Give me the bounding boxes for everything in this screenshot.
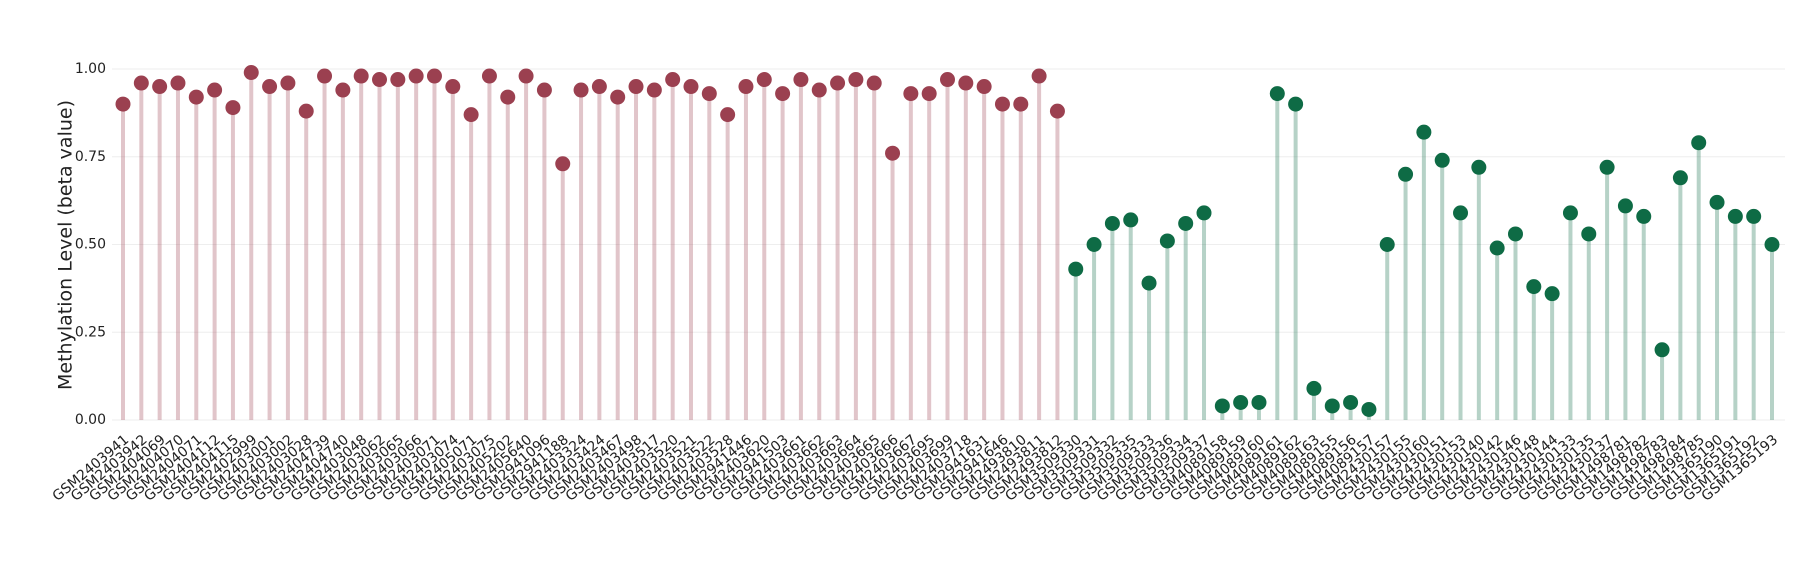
dot — [885, 145, 901, 161]
dot — [1672, 170, 1688, 186]
dot — [848, 72, 864, 88]
dot — [1691, 135, 1707, 151]
dot — [1526, 279, 1542, 295]
y-tick-label: 0.00 — [75, 412, 106, 428]
dot — [1562, 205, 1578, 221]
dot — [683, 79, 699, 95]
dot — [500, 89, 516, 105]
dot — [720, 107, 736, 123]
dot — [738, 79, 754, 95]
dot — [1068, 261, 1084, 277]
dot — [207, 82, 223, 98]
dot — [555, 156, 571, 172]
dot — [775, 86, 791, 102]
dot — [1599, 159, 1615, 175]
dot — [1214, 398, 1230, 414]
dot — [1324, 398, 1340, 414]
dot — [225, 100, 241, 116]
dot — [756, 72, 772, 88]
y-tick-label: 0.50 — [75, 237, 106, 253]
y-axis-title: Methylation Level (beta value) — [55, 100, 77, 390]
dot — [1251, 394, 1267, 410]
dot — [976, 79, 992, 95]
dot — [1343, 394, 1359, 410]
dot — [115, 96, 131, 112]
dot — [1544, 286, 1560, 302]
dot — [1269, 86, 1285, 102]
dot — [1617, 198, 1633, 214]
dot — [335, 82, 351, 98]
dot — [1764, 237, 1780, 252]
dot — [1086, 237, 1102, 252]
dot — [536, 82, 552, 98]
dot — [866, 75, 882, 91]
dot — [1581, 226, 1597, 242]
dot — [1104, 215, 1120, 231]
dot — [701, 86, 717, 102]
y-tick-label: 0.25 — [75, 324, 106, 340]
dot — [646, 82, 662, 98]
dot — [830, 75, 846, 91]
dot — [1233, 394, 1249, 410]
dot — [1507, 226, 1523, 242]
dot — [1196, 205, 1212, 221]
dot — [610, 89, 626, 105]
dot — [1159, 233, 1175, 249]
dot — [1288, 96, 1304, 112]
dot — [1178, 215, 1194, 231]
dot — [1746, 208, 1762, 224]
y-tick-label: 1.00 — [75, 61, 106, 77]
dot — [1379, 237, 1395, 252]
dot — [1031, 68, 1047, 84]
dot — [1306, 380, 1322, 396]
dot — [811, 82, 827, 98]
dot — [1361, 401, 1377, 417]
dot — [1727, 208, 1743, 224]
dot — [243, 65, 259, 81]
dot — [298, 103, 314, 119]
dot — [1013, 96, 1029, 112]
dot — [1471, 159, 1487, 175]
dot — [1416, 124, 1432, 140]
dot — [1123, 212, 1139, 228]
dot — [1453, 205, 1469, 221]
dot — [152, 79, 168, 95]
dot — [426, 68, 442, 84]
dot — [408, 68, 424, 84]
dot — [1434, 152, 1450, 168]
dot — [133, 75, 149, 91]
dot — [1709, 194, 1725, 210]
dot — [591, 79, 607, 95]
dot — [372, 72, 388, 88]
dot — [1654, 342, 1670, 358]
dot — [481, 68, 497, 84]
dot — [1636, 208, 1652, 224]
dot — [793, 72, 809, 88]
dot — [518, 68, 534, 84]
dot — [390, 72, 406, 88]
dot — [994, 96, 1010, 112]
dot — [170, 75, 186, 91]
dot — [262, 79, 278, 95]
dot — [463, 107, 479, 123]
dot — [1398, 166, 1414, 182]
dot — [1049, 103, 1065, 119]
dot — [628, 79, 644, 95]
dot — [921, 86, 937, 102]
dot — [573, 82, 589, 98]
dot — [353, 68, 369, 84]
dot — [1141, 275, 1157, 291]
dot — [665, 72, 681, 88]
dot — [903, 86, 919, 102]
dot — [317, 68, 333, 84]
dot — [1489, 240, 1505, 256]
dot — [940, 72, 955, 88]
y-tick-label: 0.75 — [75, 149, 106, 165]
dot — [280, 75, 296, 91]
dot — [445, 79, 461, 95]
dot — [958, 75, 974, 91]
dot — [188, 89, 204, 105]
